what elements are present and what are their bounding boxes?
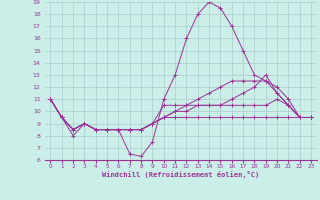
X-axis label: Windchill (Refroidissement éolien,°C): Windchill (Refroidissement éolien,°C) <box>102 171 260 178</box>
